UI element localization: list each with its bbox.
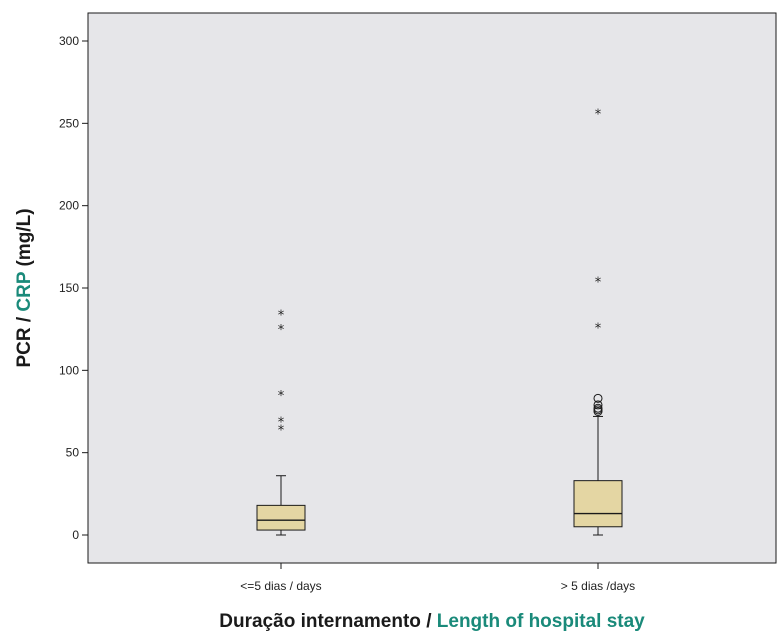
outlier-extreme: * xyxy=(278,415,285,430)
outlier-extreme: * xyxy=(595,275,602,290)
axis-title-part: PCR / xyxy=(14,312,35,368)
outlier-extreme: * xyxy=(278,308,285,323)
outlier-extreme: * xyxy=(278,424,285,439)
x-tick-label: > 5 dias /days xyxy=(561,579,635,593)
y-tick-label: 150 xyxy=(59,281,79,295)
y-tick-label: 250 xyxy=(59,116,79,130)
axis-title-part: Length of hospital stay xyxy=(437,611,645,632)
y-tick-label: 0 xyxy=(72,528,79,542)
y-tick-label: 100 xyxy=(59,363,79,377)
x-axis-title: Duração internamento / Length of hospita… xyxy=(219,611,645,632)
outlier-extreme: * xyxy=(595,322,602,337)
plot-area xyxy=(87,12,777,564)
boxes: ******** xyxy=(256,107,623,536)
outlier-circle xyxy=(593,403,603,413)
outlier-extreme: * xyxy=(278,323,285,338)
box-group: ***** xyxy=(256,308,306,536)
axis-title-part: CRP xyxy=(14,271,35,311)
y-tick-label: 50 xyxy=(66,446,80,460)
y-axis: 0 50 100 150 200 250 300 xyxy=(59,34,88,542)
outlier-circle xyxy=(593,400,603,410)
y-axis-title: PCR / CRP (mg/L) xyxy=(14,208,35,367)
box xyxy=(573,480,623,528)
x-tick-label: <=5 dias / days xyxy=(240,579,321,593)
y-tick-label: 300 xyxy=(59,34,79,48)
outlier-extreme: * xyxy=(595,107,602,122)
outlier-circle xyxy=(593,393,603,403)
axis-title-part: (mg/L) xyxy=(14,208,35,271)
x-axis: <=5 dias / days > 5 dias /days xyxy=(240,563,635,593)
y-tick-label: 200 xyxy=(59,199,79,213)
box xyxy=(256,504,306,531)
axis-title-part: Duração internamento / xyxy=(219,611,437,632)
outlier-extreme: * xyxy=(278,389,285,404)
box-group: * * * xyxy=(573,107,623,536)
